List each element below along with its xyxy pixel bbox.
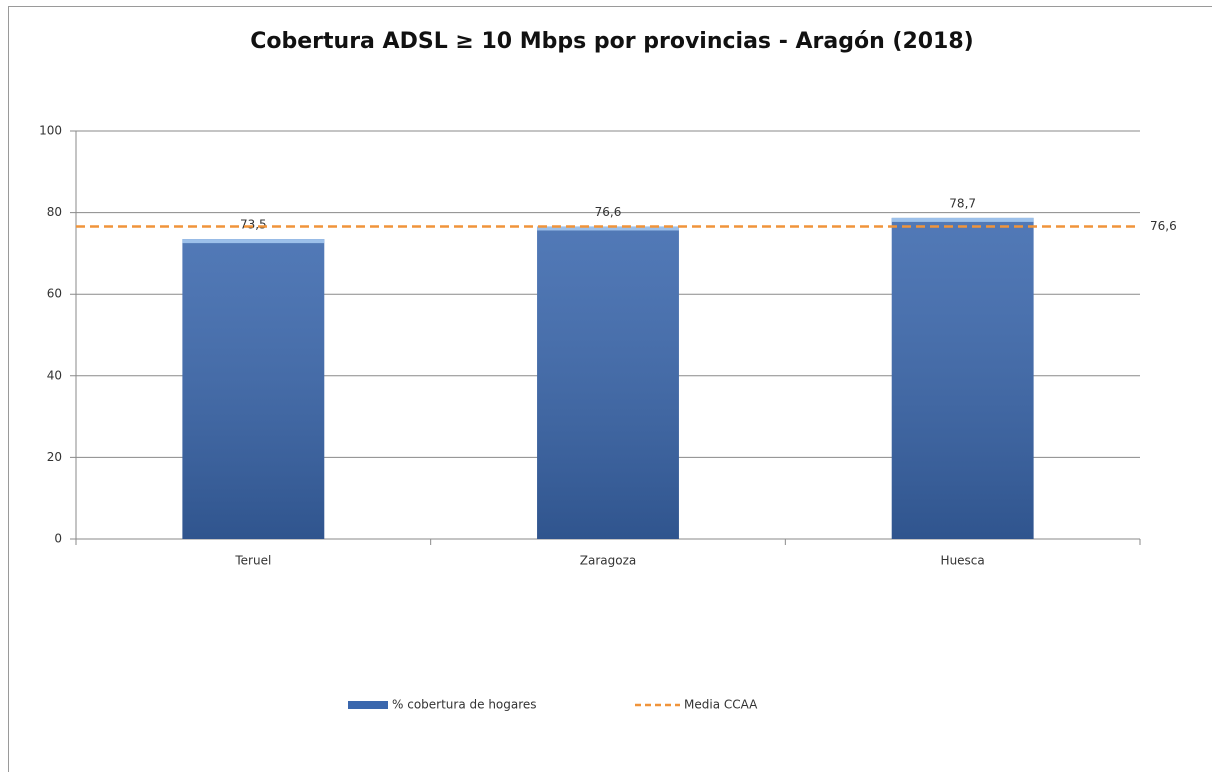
value-label: 78,7	[949, 196, 976, 210]
y-tick-label: 40	[47, 368, 62, 382]
bar-shade	[537, 226, 679, 540]
x-tick-label: Zaragoza	[580, 554, 636, 568]
y-tick-label: 100	[39, 124, 62, 138]
bar-highlight	[537, 226, 679, 231]
legend-swatch	[348, 701, 388, 709]
bar-highlight	[891, 217, 1034, 222]
y-tick-label: 0	[54, 532, 62, 546]
y-tick-label: 80	[47, 205, 62, 219]
bar-highlight	[182, 239, 325, 244]
x-tick-label: Huesca	[941, 554, 985, 568]
reference-label: 76,6	[1150, 219, 1177, 233]
legend-label: % cobertura de hogares	[392, 698, 537, 712]
y-tick-label: 60	[47, 287, 62, 301]
value-label: 73,5	[240, 218, 267, 232]
value-label: 76,6	[595, 205, 622, 219]
chart-title: Cobertura ADSL ≥ 10 Mbps por provincias …	[250, 29, 973, 54]
legend-label: Media CCAA	[684, 698, 758, 712]
bar-shade	[182, 239, 325, 539]
y-tick-label: 20	[47, 450, 62, 464]
x-tick-label: Teruel	[234, 554, 271, 568]
frame	[8, 6, 1212, 772]
bar-shade	[891, 217, 1034, 540]
